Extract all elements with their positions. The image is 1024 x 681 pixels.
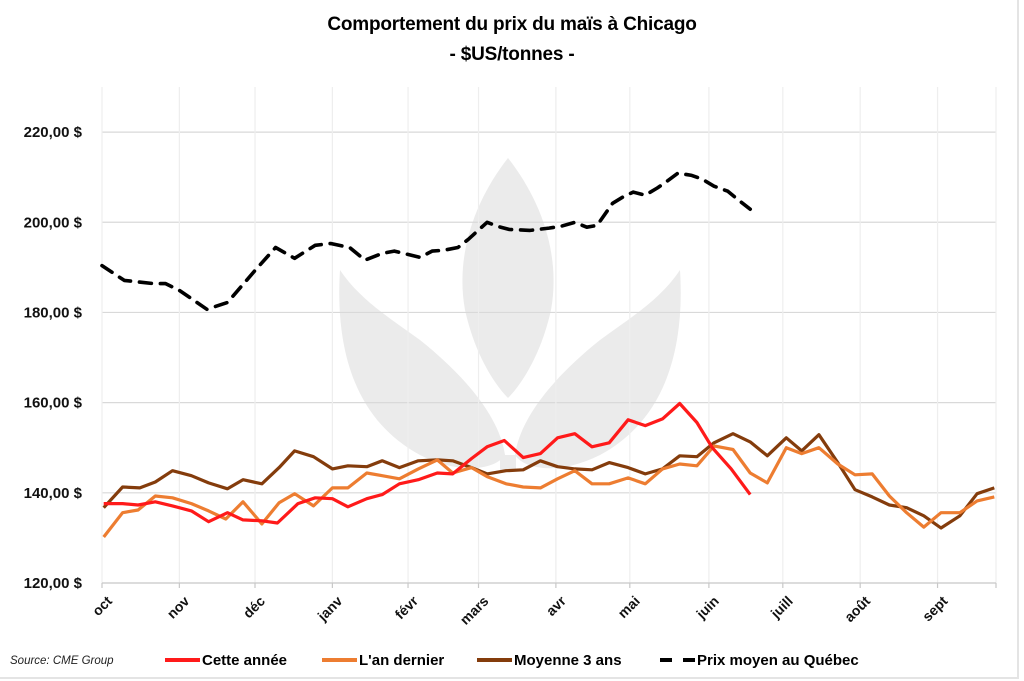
y-tick-label: 220,00 $ bbox=[24, 124, 83, 141]
x-tick-label: nov bbox=[164, 593, 193, 622]
y-tick-label: 160,00 $ bbox=[24, 395, 83, 412]
x-axis: oct nov déc janv févr mars avr mai juin juill août… bbox=[89, 592, 951, 627]
legend-item-moyenne-3-ans: Moyenne 3 ans bbox=[477, 650, 622, 670]
x-tick-label: mai bbox=[614, 593, 642, 621]
x-tick-label: juin bbox=[692, 593, 722, 623]
legend-swatch bbox=[165, 658, 200, 662]
x-tick-label: févr bbox=[392, 592, 422, 622]
x-tick-label: sept bbox=[919, 593, 951, 625]
series-line-moyenne-3-ans bbox=[102, 432, 995, 530]
series-line-prix-moyen-au-quebec bbox=[100, 171, 753, 312]
series-line-cette-annee bbox=[103, 401, 752, 525]
legend-label: Moyenne 3 ans bbox=[514, 651, 622, 669]
y-tick-label: 140,00 $ bbox=[24, 485, 83, 502]
x-tick-label: oct bbox=[89, 592, 115, 618]
x-tick-label: juill bbox=[767, 593, 796, 622]
watermark-leaf-left bbox=[339, 270, 505, 469]
x-tick-label: janv bbox=[314, 593, 346, 625]
legend-label: L'an dernier bbox=[359, 651, 445, 669]
legend-item-prix-quebec: Prix moyen au Québec bbox=[660, 650, 859, 670]
y-tick-label: 200,00 $ bbox=[24, 214, 83, 231]
series-lines bbox=[100, 171, 995, 538]
legend-label: Prix moyen au Québec bbox=[697, 651, 859, 669]
gridlines bbox=[101, 87, 997, 588]
watermark-bud bbox=[462, 158, 554, 398]
legend-item-cette-annee: Cette année bbox=[165, 650, 287, 670]
x-tick-label: déc bbox=[240, 593, 269, 622]
x-tick-label: mars bbox=[457, 593, 492, 628]
legend-swatch bbox=[477, 658, 512, 662]
source-note: Source: CME Group bbox=[10, 655, 114, 667]
chart-subtitle: - $US/tonnes - bbox=[449, 44, 575, 65]
x-tick-label: août bbox=[841, 593, 873, 625]
legend-item-an-dernier: L'an dernier bbox=[322, 650, 444, 670]
y-tick-label: 120,00 $ bbox=[24, 575, 83, 592]
series-line-l-an-dernier bbox=[102, 444, 995, 538]
watermark-stem bbox=[500, 455, 516, 470]
legend-swatch-dashed bbox=[660, 658, 695, 662]
x-tick-label: avr bbox=[543, 592, 570, 619]
legend-swatch bbox=[322, 658, 357, 662]
y-tick-label: 180,00 $ bbox=[24, 304, 83, 321]
legend-label: Cette année bbox=[202, 651, 288, 669]
y-axis: 120,00 $ 140,00 $ 160,00 $ 180,00 $ 200,00 $… bbox=[24, 124, 83, 592]
chart-title: Comportement du prix du maïs à Chicago bbox=[327, 14, 697, 35]
